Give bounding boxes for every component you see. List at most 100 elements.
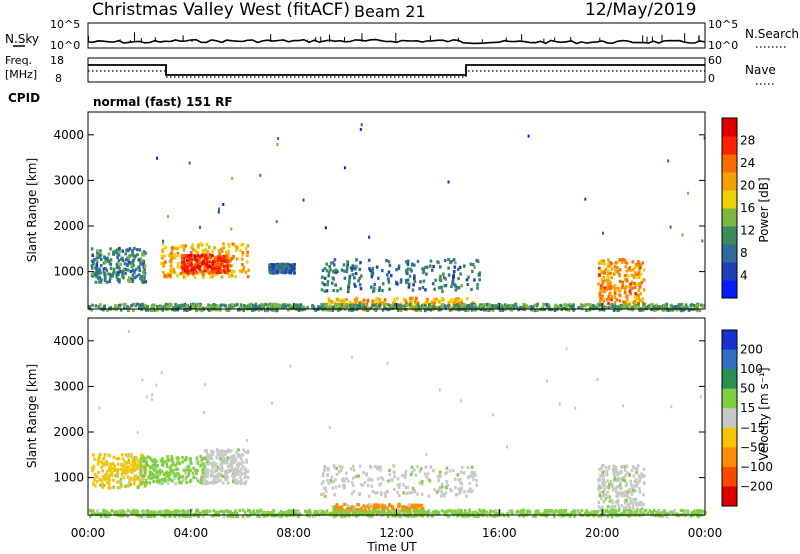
echo-cell <box>213 260 217 264</box>
echo-cell <box>211 466 215 470</box>
echo-cell <box>208 454 211 458</box>
echo-cell <box>376 509 380 514</box>
echo-cell <box>201 273 205 277</box>
echo-cell <box>411 506 414 510</box>
echo-cell <box>143 277 146 282</box>
echo-cell <box>406 271 409 275</box>
echo-cell <box>293 271 296 275</box>
echo-cell <box>200 458 203 462</box>
echo-cell <box>323 494 327 498</box>
echo-cell <box>370 478 374 482</box>
echo-cell <box>327 274 330 278</box>
echo-cell <box>289 263 292 267</box>
echo-cell <box>167 306 171 310</box>
echo-cell <box>241 251 245 255</box>
echo-cell <box>322 480 325 484</box>
echo-cell <box>465 297 469 301</box>
echo-cell <box>216 512 220 516</box>
echo-cell <box>641 509 644 513</box>
echo-cell <box>467 275 470 279</box>
power-colorbar-tick: 8 <box>740 246 748 260</box>
echo-cell <box>172 269 176 274</box>
echo-cell <box>356 474 359 478</box>
echo-cell <box>573 514 576 518</box>
echo-cell <box>426 472 430 476</box>
echo-cell <box>195 508 199 512</box>
echo-cell <box>94 475 98 479</box>
echo-cell <box>173 246 176 250</box>
echo-cell <box>393 300 397 304</box>
echo-cell <box>230 274 234 278</box>
echo-cell <box>379 468 382 472</box>
echo-cell <box>495 304 498 308</box>
echo-cell <box>178 510 182 514</box>
echo-cell <box>174 302 177 307</box>
echo-cell <box>126 475 130 479</box>
echo-cell <box>412 283 415 287</box>
echo-cell <box>437 286 441 290</box>
echo-cell <box>358 464 362 468</box>
echo-cell <box>323 306 326 310</box>
echo-cell <box>186 262 190 266</box>
echo-cell <box>352 468 356 472</box>
echo-cell <box>103 272 106 276</box>
echo-cell <box>184 308 187 312</box>
echo-cell <box>638 487 641 491</box>
echo-cell <box>186 510 189 514</box>
echo-cell <box>344 508 348 512</box>
echo-cell <box>227 249 231 253</box>
echo-cell <box>207 245 211 249</box>
echo-point <box>275 220 278 223</box>
echo-cell <box>119 514 123 518</box>
echo-cell <box>113 464 116 468</box>
echo-cell <box>460 303 463 307</box>
echo-cell <box>285 264 289 268</box>
echo-cell <box>406 259 410 263</box>
echo-cell <box>161 459 165 464</box>
echo-cell <box>373 465 377 469</box>
echo-cell <box>559 303 562 307</box>
echo-cell <box>331 276 335 280</box>
echo-cell <box>405 260 408 264</box>
echo-cell <box>376 466 380 470</box>
velocity-colorbar-tick: 50 <box>740 382 755 396</box>
echo-cell <box>305 510 308 514</box>
echo-cell <box>307 510 311 514</box>
echo-cell <box>95 480 99 484</box>
echo-cell <box>355 258 358 262</box>
echo-cell <box>135 248 139 252</box>
x-tick-label: 04:00 <box>174 526 209 540</box>
echo-cell <box>363 480 367 485</box>
echo-cell <box>680 302 684 307</box>
echo-cell <box>620 285 624 290</box>
echo-cell <box>609 479 613 483</box>
echo-cell <box>438 473 441 477</box>
echo-cell <box>185 304 188 308</box>
freq-panel-frame <box>87 57 706 83</box>
echo-cell <box>220 249 224 253</box>
echo-cell <box>386 308 390 312</box>
echo-cell <box>605 306 608 310</box>
echo-cell <box>123 464 127 468</box>
echo-cell <box>193 271 197 275</box>
echo-cell <box>231 470 235 474</box>
echo-cell <box>171 470 175 474</box>
echo-cell <box>630 492 634 496</box>
echo-cell <box>230 464 234 468</box>
echo-cell <box>209 469 213 473</box>
echo-cell <box>230 264 233 268</box>
echo-cell <box>488 512 491 516</box>
echo-cell <box>600 261 604 265</box>
echo-cell <box>170 246 174 250</box>
echo-cell <box>101 469 104 473</box>
echo-cell <box>456 286 459 290</box>
echo-cell <box>206 481 209 485</box>
echo-cell <box>607 262 610 266</box>
echo-cell <box>439 486 442 490</box>
echo-cell <box>131 279 134 284</box>
echo-cell <box>178 480 181 484</box>
echo-cell <box>234 509 237 513</box>
echo-cell <box>376 302 380 306</box>
echo-cell <box>190 508 193 512</box>
echo-cell <box>395 280 398 284</box>
